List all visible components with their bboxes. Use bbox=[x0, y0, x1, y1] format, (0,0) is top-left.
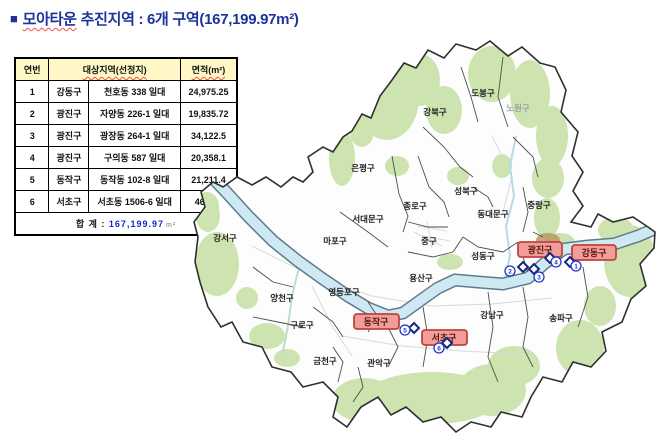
title-bullet-icon: ■ bbox=[10, 11, 18, 26]
city-outline bbox=[193, 40, 656, 434]
total-value: 167,199.97 bbox=[108, 219, 164, 229]
highlight-dongjak: 동작구 bbox=[353, 313, 400, 330]
cell-no: 5 bbox=[14, 168, 50, 191]
marker-zone-5: 5 bbox=[399, 321, 421, 336]
cell-no: 6 bbox=[14, 190, 50, 213]
svg-text:2: 2 bbox=[508, 268, 512, 275]
cell-loc: 천호동 338 일대 bbox=[88, 80, 181, 103]
cell-gu: 강동구 bbox=[48, 80, 90, 103]
title-text: 추진지역 : 6개 구역(167,199.97m²) bbox=[80, 11, 299, 28]
district-label: 동대문구 bbox=[477, 209, 508, 219]
district-label: 중구 bbox=[421, 236, 437, 246]
circled-number-icon bbox=[533, 271, 545, 283]
cell-no: 3 bbox=[14, 124, 50, 147]
district-label: 영등포구 bbox=[328, 287, 359, 297]
page-title: ■ 모아타운 추진지역 : 6개 구역(167,199.97m²) bbox=[10, 8, 299, 29]
svg-text:1: 1 bbox=[574, 263, 578, 270]
marker-zone-1: 1 bbox=[563, 255, 582, 272]
highlight-seocho: 서초구 bbox=[421, 329, 468, 346]
district-label: 금천구 bbox=[313, 356, 337, 366]
diamond-marker-icon bbox=[516, 260, 530, 274]
cell-size: 21,211.4 bbox=[179, 168, 238, 191]
svg-text:강동구: 강동구 bbox=[582, 247, 607, 258]
marker-zone-6: 6 bbox=[433, 336, 454, 354]
streams bbox=[281, 135, 517, 357]
cell-gu: 동작구 bbox=[48, 168, 90, 191]
district-label: 송파구 bbox=[549, 313, 573, 323]
district-label: 마포구 bbox=[323, 236, 347, 246]
cell-gu: 광진구 bbox=[48, 124, 90, 147]
svg-text:동작구: 동작구 bbox=[364, 317, 389, 327]
cell-size: 20,358.1 bbox=[179, 146, 238, 169]
circled-number-icon bbox=[399, 324, 411, 336]
table-row: 3 광진구 광장동 264-1 일대 34,122.5 bbox=[14, 124, 238, 147]
cell-no: 4 bbox=[14, 146, 50, 169]
highlight-gangdong: 강동구 bbox=[571, 244, 617, 261]
table-row: 4 광진구 구의동 587 일대 20,358.1 bbox=[14, 146, 238, 169]
table-total-row: 합 계 : 167,199.97 m² bbox=[14, 212, 238, 236]
circled-number-icon bbox=[504, 265, 516, 277]
district-label: 구로구 bbox=[290, 320, 314, 330]
diamond-marker-icon bbox=[527, 262, 541, 276]
svg-text:서초구: 서초구 bbox=[432, 332, 457, 343]
area-table: 연번 대상지역(선정지) 면적(m²) 1 강동구 천호동 338 일대 24,… bbox=[14, 57, 238, 236]
circled-number-icon bbox=[570, 260, 582, 272]
district-label: 종로구 bbox=[403, 201, 427, 211]
circled-number-icon bbox=[550, 256, 562, 268]
cell-loc: 서초동 1506-6 일대 bbox=[88, 190, 181, 213]
table-row: 1 강동구 천호동 338 일대 24,975.25 bbox=[14, 80, 238, 103]
svg-text:광진구: 광진구 bbox=[528, 244, 553, 255]
district-label: 양천구 bbox=[270, 293, 294, 303]
district-label: 관악구 bbox=[367, 358, 391, 368]
col-header-area: 대상지역(선정지) bbox=[48, 57, 181, 81]
district-label: 노원구 bbox=[506, 103, 530, 113]
svg-text:4: 4 bbox=[554, 259, 558, 266]
highlight-gwangjin: 광진구 bbox=[517, 241, 563, 258]
table-row: 5 동작구 동작동 102-8 일대 21,211.4 bbox=[14, 168, 238, 191]
diamond-marker-icon bbox=[407, 321, 421, 335]
cell-gu: 광진구 bbox=[48, 102, 90, 125]
district-label: 강북구 bbox=[423, 107, 447, 117]
district-label: 서대문구 bbox=[352, 214, 383, 224]
marker-zone-2: 2 bbox=[504, 260, 530, 277]
cell-no: 1 bbox=[14, 80, 50, 103]
district-label: 은평구 bbox=[351, 163, 375, 173]
seoul-map: 강서구 양천구 구로구 금천구 관악구 영등포구 마포구 은평구 서대문구 종로… bbox=[193, 40, 656, 434]
table-header-row: 연번 대상지역(선정지) 면적(m²) bbox=[14, 57, 238, 81]
district-label: 강남구 bbox=[480, 310, 504, 320]
diamond-marker-icon bbox=[440, 336, 454, 350]
svg-text:6: 6 bbox=[437, 345, 441, 352]
cell-gu: 서초구 bbox=[48, 190, 90, 213]
district-label: 성동구 bbox=[471, 251, 495, 261]
cell-size: 24,975.25 bbox=[179, 80, 238, 103]
total-label: 합 계 : bbox=[75, 219, 106, 229]
district-label: 중랑구 bbox=[527, 200, 551, 210]
marker-zone-4: 4 bbox=[543, 251, 562, 268]
district-labels: 강서구 양천구 구로구 금천구 관악구 영등포구 마포구 은평구 서대문구 종로… bbox=[213, 88, 573, 368]
cell-loc: 동작동 102-8 일대 bbox=[88, 168, 181, 191]
site-markers: 1 2 3 4 5 bbox=[399, 251, 582, 354]
marker-zone-3: 3 bbox=[527, 262, 545, 283]
table-row: 6 서초구 서초동 1506-6 일대 46,697 bbox=[14, 190, 238, 213]
col-header-size: 면적(m²) bbox=[179, 57, 238, 81]
circled-number-icon bbox=[433, 342, 445, 354]
district-label: 용산구 bbox=[409, 273, 433, 283]
total-unit: m² bbox=[165, 222, 177, 229]
district-label: 성북구 bbox=[454, 186, 478, 196]
highlighted-districts: 광진구 강동구 동작구 서초구 bbox=[353, 241, 617, 346]
cell-loc: 광장동 264-1 일대 bbox=[88, 124, 181, 147]
cell-gu: 광진구 bbox=[48, 146, 90, 169]
cell-no: 2 bbox=[14, 102, 50, 125]
cell-loc: 자양동 226-1 일대 bbox=[88, 102, 181, 125]
district-label: 강서구 bbox=[213, 233, 237, 243]
svg-text:5: 5 bbox=[403, 327, 407, 334]
title-keyword: 모아타운 bbox=[22, 11, 77, 28]
svg-text:3: 3 bbox=[537, 274, 541, 281]
district-label: 도봉구 bbox=[471, 88, 495, 98]
col-header-no: 연번 bbox=[14, 57, 50, 81]
cell-loc: 구의동 587 일대 bbox=[88, 146, 181, 169]
cell-size: 19,835.72 bbox=[179, 102, 238, 125]
